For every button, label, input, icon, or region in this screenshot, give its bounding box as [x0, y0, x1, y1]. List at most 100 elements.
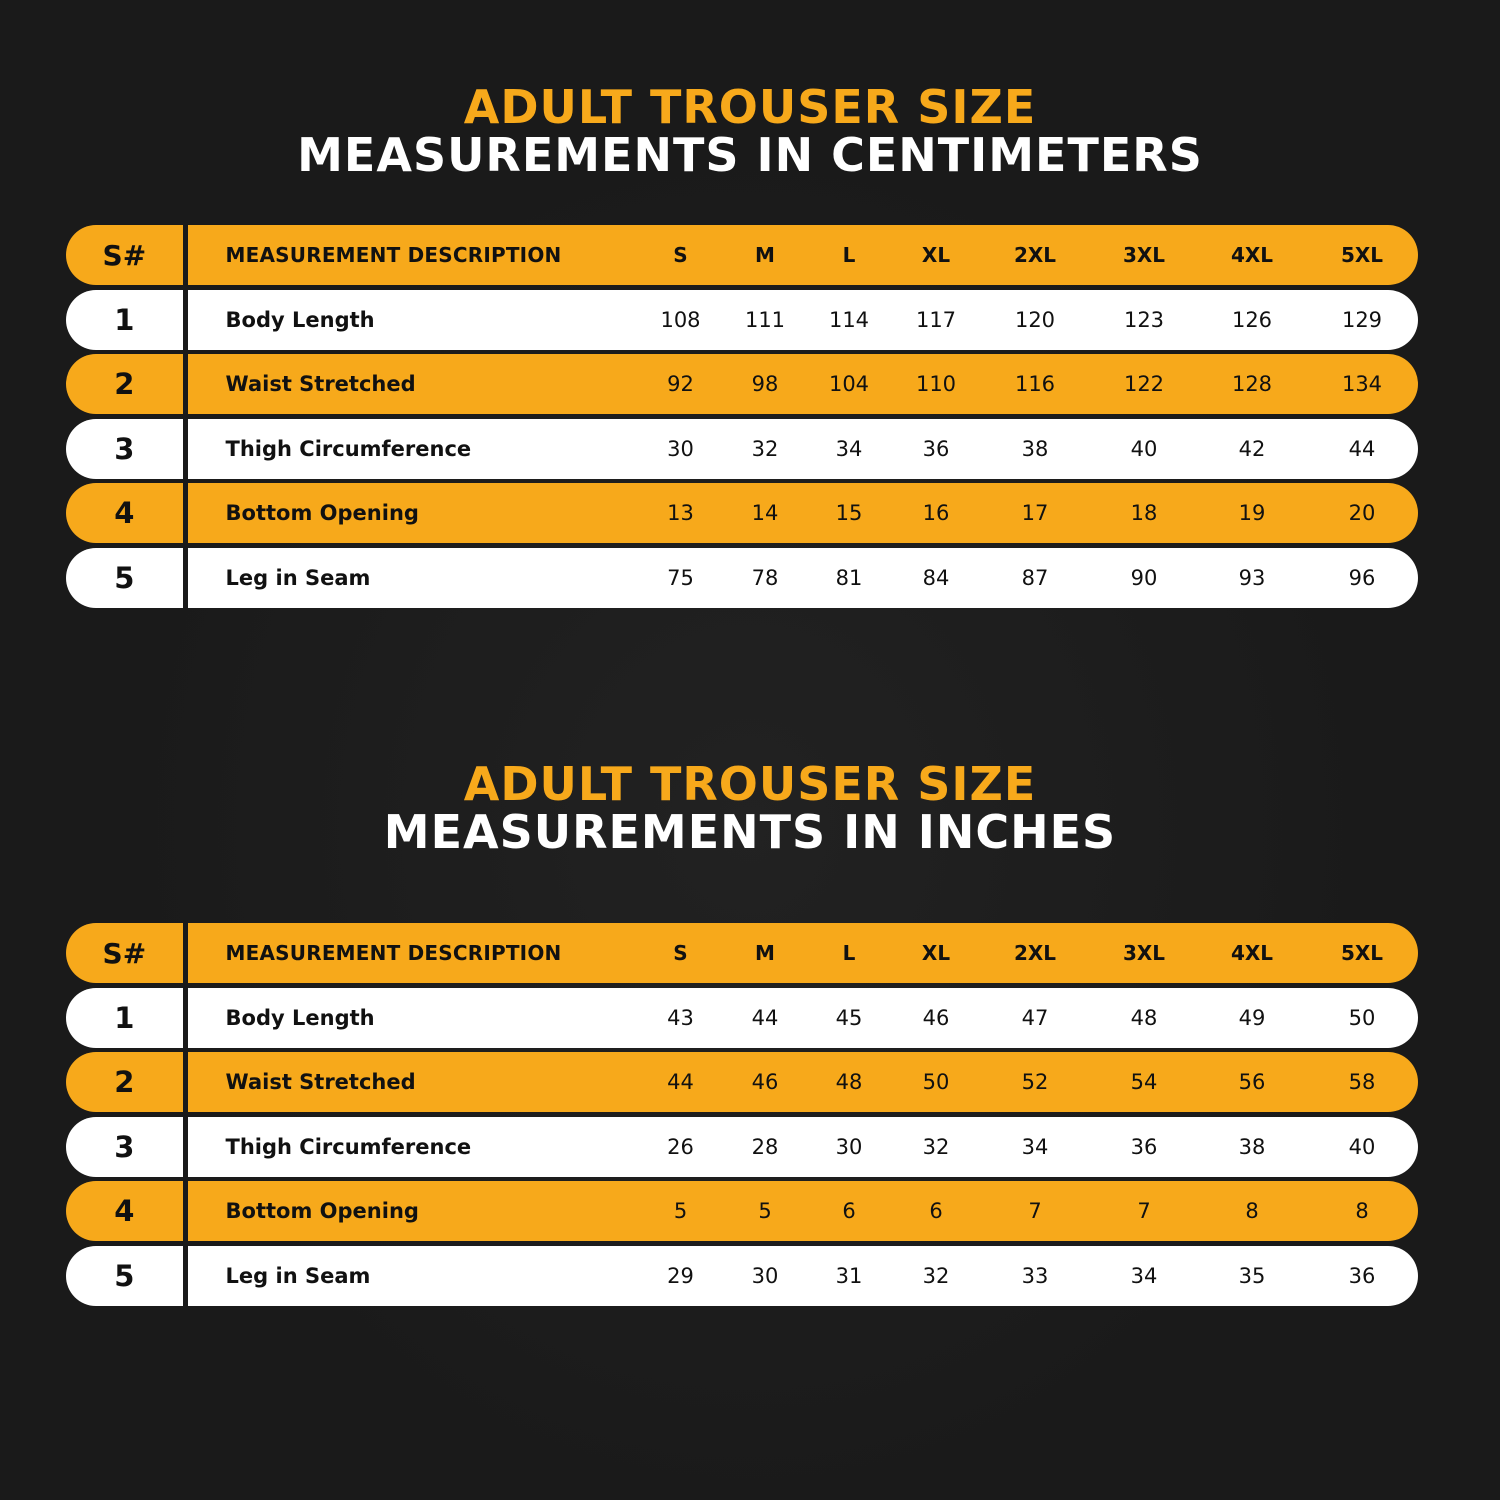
- table-header-row: S# MEASUREMENT DESCRIPTION S M L XL 2XL 3XL 4XL 5…: [66, 222, 1418, 288]
- value-cell: 5: [758, 1199, 772, 1223]
- value-cell: 49: [1238, 1005, 1266, 1030]
- table-row: 3 Thigh Circumference 26 28 30 32 34 36 38 40: [66, 1113, 1418, 1180]
- value-cell: 32: [922, 1263, 950, 1288]
- value-cell: 32: [922, 1134, 950, 1159]
- cm-size-table: S# MEASUREMENT DESCRIPTION S M L XL 2XL 3XL 4XL 5…: [66, 222, 1418, 612]
- table-row: 3 Thigh Circumference 30 32 34 36 38 40 42 44: [66, 415, 1418, 482]
- row-number: 2: [114, 367, 135, 401]
- column-divider: [182, 1242, 188, 1309]
- header-size-3xl: 3XL: [1122, 243, 1166, 267]
- value-cell: 75: [667, 565, 694, 590]
- header-size-5xl: 5XL: [1340, 941, 1384, 965]
- header-size-s: S: [673, 941, 688, 965]
- row-values: 5 5 6 6 7 7 8 8: [637, 1199, 1418, 1223]
- value-cell: 8: [1245, 1199, 1259, 1223]
- header-size-2xl: 2XL: [1013, 243, 1057, 267]
- value-cell: 19: [1238, 501, 1266, 525]
- table-row: 4 Bottom Opening 5 5 6 6 7 7 8 8: [66, 1178, 1418, 1244]
- value-cell: 46: [751, 1070, 779, 1094]
- value-cell: 33: [1021, 1263, 1049, 1288]
- column-divider: [182, 222, 188, 288]
- value-cell: 20: [1348, 501, 1376, 525]
- row-number: 1: [114, 1000, 135, 1035]
- in-title-accent: ADULT TROUSER SIZE: [463, 757, 1037, 811]
- row-label: Body Length: [225, 307, 375, 332]
- column-divider: [182, 480, 188, 546]
- value-cell: 120: [1014, 307, 1056, 332]
- value-cell: 26: [667, 1134, 694, 1159]
- value-cell: 45: [835, 1005, 863, 1030]
- value-cell: 47: [1021, 1005, 1049, 1030]
- value-cell: 14: [751, 501, 779, 525]
- row-number: 3: [114, 431, 135, 466]
- row-values: 29 30 31 32 33 34 35 36: [637, 1264, 1418, 1288]
- value-cell: 17: [1021, 501, 1049, 525]
- row-label: Leg in Seam: [225, 1263, 371, 1288]
- header-size-cells: S M L XL 2XL 3XL 4XL 5XL: [637, 941, 1418, 965]
- row-values: 44 46 48 50 52 54 56 58: [637, 1070, 1418, 1094]
- in-size-table: S# MEASUREMENT DESCRIPTION S M L XL 2XL 3XL 4XL 5…: [66, 920, 1418, 1310]
- value-cell: 32: [751, 436, 779, 461]
- row-values: 30 32 34 36 38 40 42 44: [637, 437, 1418, 461]
- row-values: 75 78 81 84 87 90 93 96: [637, 566, 1418, 590]
- value-cell: 87: [1021, 565, 1049, 590]
- value-cell: 34: [1130, 1263, 1158, 1288]
- header-size-2xl: 2XL: [1013, 941, 1057, 965]
- value-cell: 5: [673, 1199, 688, 1223]
- value-cell: 111: [744, 307, 786, 332]
- value-cell: 36: [922, 436, 950, 461]
- in-title-main: MEASUREMENTS IN INCHES: [383, 805, 1117, 859]
- row-label: Thigh Circumference: [225, 436, 472, 461]
- value-cell: 30: [751, 1263, 779, 1288]
- column-divider: [182, 544, 188, 611]
- row-values: 43 44 45 46 47 48 49 50: [637, 1006, 1418, 1030]
- value-cell: 36: [1130, 1134, 1158, 1159]
- header-size-l: L: [842, 243, 856, 267]
- row-label: Body Length: [225, 1005, 375, 1030]
- header-size-xl: XL: [921, 243, 951, 267]
- header-size-5xl: 5XL: [1340, 243, 1384, 267]
- value-cell: 13: [667, 501, 694, 525]
- column-divider: [182, 351, 188, 417]
- value-cell: 116: [1014, 372, 1056, 396]
- cm-title-block: ADULT TROUSER SIZE MEASUREMENTS IN CENTI…: [0, 84, 1500, 178]
- column-divider: [182, 984, 188, 1051]
- value-cell: 7: [1028, 1199, 1042, 1223]
- cm-title-accent: ADULT TROUSER SIZE: [463, 80, 1037, 134]
- value-cell: 122: [1123, 372, 1165, 396]
- header-size-m: M: [755, 243, 775, 267]
- row-number: 5: [114, 560, 135, 595]
- table-row: 5 Leg in Seam 29 30 31 32 33 34 35 36: [66, 1242, 1418, 1309]
- header-description: MEASUREMENT DESCRIPTION: [225, 941, 562, 965]
- value-cell: 36: [1348, 1263, 1376, 1288]
- value-cell: 48: [1130, 1005, 1158, 1030]
- value-cell: 56: [1238, 1070, 1266, 1094]
- value-cell: 84: [922, 565, 950, 590]
- row-number: 4: [114, 1194, 135, 1228]
- value-cell: 44: [751, 1005, 779, 1030]
- row-number: 4: [114, 496, 135, 530]
- value-cell: 128: [1231, 372, 1273, 396]
- value-cell: 110: [915, 372, 957, 396]
- header-sn: S#: [102, 936, 147, 970]
- value-cell: 98: [751, 372, 779, 396]
- column-divider: [182, 1113, 188, 1180]
- value-cell: 81: [835, 565, 863, 590]
- row-label: Bottom Opening: [225, 1199, 419, 1223]
- row-values: 13 14 15 16 17 18 19 20: [637, 501, 1418, 525]
- value-cell: 90: [1130, 565, 1158, 590]
- value-cell: 54: [1130, 1070, 1158, 1094]
- row-label: Leg in Seam: [225, 565, 371, 590]
- value-cell: 129: [1341, 307, 1383, 332]
- row-values: 92 98 104 110 116 122 128 134: [637, 372, 1418, 396]
- value-cell: 50: [922, 1070, 950, 1094]
- header-size-m: M: [755, 941, 775, 965]
- value-cell: 6: [842, 1199, 856, 1223]
- header-size-4xl: 4XL: [1230, 941, 1274, 965]
- value-cell: 43: [667, 1005, 694, 1030]
- value-cell: 34: [835, 436, 863, 461]
- value-cell: 40: [1130, 436, 1158, 461]
- value-cell: 96: [1348, 565, 1376, 590]
- value-cell: 108: [660, 307, 701, 332]
- row-number: 5: [114, 1258, 135, 1293]
